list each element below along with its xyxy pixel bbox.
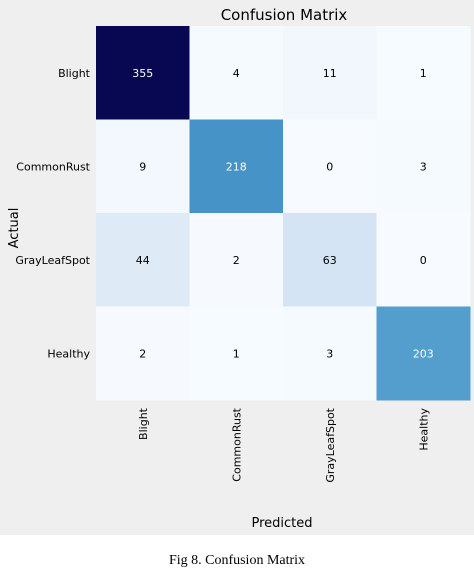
cell-value-label: 355 [132,67,153,80]
heatmap-cell [376,213,471,307]
cell-value-label: 4 [233,67,240,80]
cell-value-label: 218 [226,160,247,173]
heatmap-cell [189,26,284,120]
cell-value-label: 3 [420,160,427,173]
cell-value-label: 0 [326,160,333,173]
heatmap-cell [96,306,190,401]
heatmap-cell [376,306,471,401]
chart-title: Confusion Matrix [221,6,348,24]
heatmap-cell [283,119,377,214]
x-tick-labels: Blight CommonRust GrayLeafSpot Healthy [137,407,431,482]
heatmap-cell [96,26,190,120]
cell-value-label: 0 [420,254,427,267]
heatmap-cell [376,26,471,120]
heatmap-cell [283,306,377,401]
figure-caption: Fig 8. Confusion Matrix [168,553,306,568]
heatmap-cell [189,119,284,214]
heatmap-cell [283,213,377,307]
y-tick-label: Blight [58,67,91,80]
heatmap-cell [283,26,377,120]
cell-value-label: 11 [323,67,337,80]
heatmap-cell [189,213,284,307]
cell-value-label: 3 [326,347,333,360]
x-axis-label: Predicted [251,516,312,531]
y-tick-labels: Blight CommonRust GrayLeafSpot Healthy [15,67,90,361]
y-tick-label: GrayLeafSpot [15,254,90,267]
cell-value-label: 2 [139,347,146,360]
heatmap-cell [96,213,190,307]
cell-value-label: 1 [420,67,427,80]
confusion-matrix-chart: Confusion Matrix 355 4 11 19 218 0 344 2 63 02 1 3 2… [7,6,471,531]
x-tick-label: CommonRust [230,407,243,481]
cell-value-label: 203 [413,347,434,360]
cell-value-label: 9 [139,160,146,173]
y-tick-label: Healthy [47,347,90,360]
cell-value-label: 63 [323,254,337,267]
heatmap-cell [189,306,284,401]
heatmap-cell [96,119,190,214]
x-tick-label: Healthy [417,408,430,451]
cell-value-label: 44 [136,254,150,267]
cell-value-label: 1 [233,347,240,360]
heatmap-cell [376,119,471,214]
x-tick-label: Blight [137,407,150,440]
x-tick-label: GrayLeafSpot [324,407,337,482]
cell-value-label: 2 [233,254,240,267]
heatmap-cells: 355 4 11 19 218 0 344 2 63 02 1 3 203 [96,26,471,401]
chart-figure: Confusion Matrix 355 4 11 1 9 218 0 3 44 2 63 0 2 1 3 2… [0,0,474,535]
y-tick-label: CommonRust [16,160,90,173]
y-axis-label: Actual [7,208,22,249]
